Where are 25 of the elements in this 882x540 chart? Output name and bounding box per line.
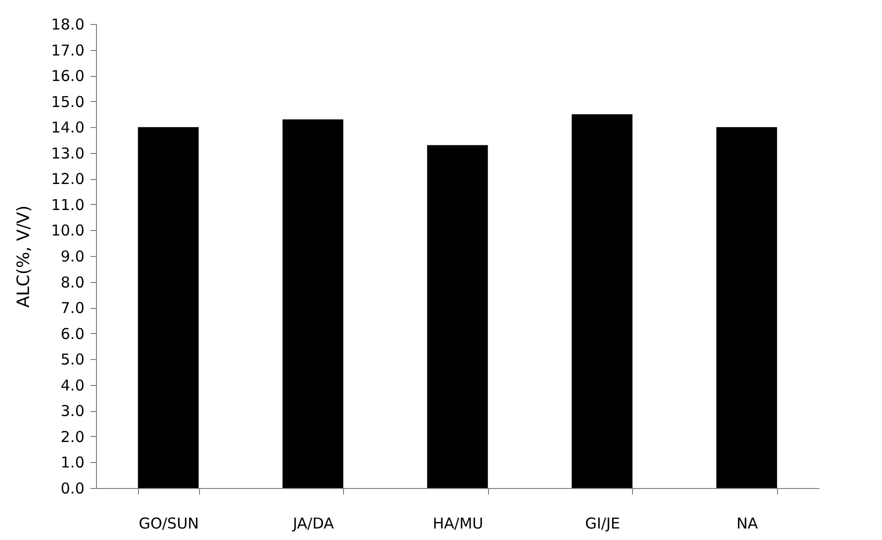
y-tick-label: 12.0	[51, 170, 84, 188]
y-tick-label: 13.0	[51, 144, 84, 162]
y-tick-label: 17.0	[51, 41, 84, 60]
y-tick-label: 18.0	[51, 16, 84, 34]
x-tick-label: NA	[736, 514, 759, 532]
y-axis-title: ALC(%, V/V)	[14, 205, 34, 308]
x-tick-label: HA/MU	[432, 514, 484, 532]
y-tick-label: 7.0	[60, 299, 84, 318]
y-tick-label: 9.0	[60, 248, 84, 266]
y-tick-label: 16.0	[51, 67, 84, 86]
y-tick-label: 8.0	[60, 273, 84, 292]
y-tick-label: 0.0	[60, 480, 84, 498]
y-tick-label: 2.0	[60, 428, 84, 446]
y-tick-label: 11.0	[51, 196, 84, 214]
y-tick-label: 10.0	[51, 222, 84, 240]
y-tick-label: 3.0	[60, 402, 84, 420]
x-tick-label: GO/SUN	[138, 514, 199, 532]
y-tick-label: 1.0	[60, 454, 84, 472]
x-tick-label: JA/DA	[292, 514, 335, 532]
y-tick-label: 5.0	[60, 350, 84, 369]
y-tick-label: 15.0	[51, 92, 84, 111]
y-tick-label: 4.0	[60, 376, 84, 394]
x-tick-label: GI/JE	[585, 514, 620, 532]
y-tick-label: 6.0	[60, 324, 84, 343]
y-tick-label: 14.0	[51, 118, 84, 137]
